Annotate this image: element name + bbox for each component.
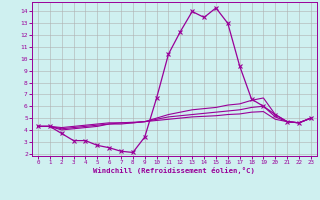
X-axis label: Windchill (Refroidissement éolien,°C): Windchill (Refroidissement éolien,°C) (93, 167, 255, 174)
